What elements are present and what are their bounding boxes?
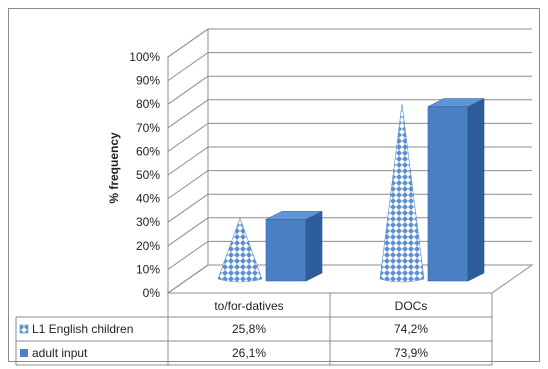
bar-cone bbox=[217, 217, 263, 283]
gridline-side bbox=[167, 170, 209, 200]
series-name: L1 English children bbox=[32, 322, 133, 336]
y-tick-label: 30% bbox=[136, 215, 160, 229]
gridline-side bbox=[167, 193, 209, 223]
data-label: 26,1% bbox=[232, 346, 266, 360]
gridline-side bbox=[167, 28, 209, 58]
gridline-side bbox=[167, 122, 209, 152]
bar-box-top bbox=[427, 98, 485, 107]
bar-box-side bbox=[467, 98, 485, 282]
data-label: 74,2% bbox=[394, 322, 428, 336]
category-label: to/for-datives bbox=[214, 299, 283, 313]
bar-box-top bbox=[265, 211, 323, 220]
y-tick-label: 70% bbox=[136, 121, 160, 135]
y-tick-label: 10% bbox=[136, 262, 160, 276]
y-tick-label: 20% bbox=[136, 239, 160, 253]
bar-box-front bbox=[427, 106, 469, 282]
gridline-side bbox=[167, 52, 209, 82]
data-label: 25,8% bbox=[232, 322, 266, 336]
gridline-side bbox=[167, 99, 209, 129]
y-tick-label: 90% bbox=[136, 74, 160, 88]
y-tick-label: 0% bbox=[143, 286, 161, 300]
gridline-side bbox=[167, 240, 209, 270]
bar-cone bbox=[379, 103, 425, 283]
y-tick-label: 80% bbox=[136, 97, 160, 111]
data-table: to/for-datives DOCs L1 English children 25,… bbox=[15, 292, 493, 366]
gridline-side bbox=[167, 217, 209, 247]
gridline-side bbox=[167, 146, 209, 176]
y-tick-label: 60% bbox=[136, 144, 160, 158]
y-tick-label: 50% bbox=[136, 168, 160, 182]
y-axis-ticks: 0% 10% 20% 30% 40% 50% 60% 70% 80% 90% 100% bbox=[129, 50, 160, 300]
y-tick-label: 40% bbox=[136, 192, 160, 206]
series-name: adult input bbox=[32, 346, 88, 360]
category-label: DOCs bbox=[395, 299, 428, 313]
data-label: 73,9% bbox=[394, 346, 428, 360]
legend-key bbox=[20, 349, 28, 357]
bar-box-side bbox=[305, 210, 323, 282]
y-tick-label: 100% bbox=[129, 50, 160, 64]
y-axis-label: % frequency bbox=[107, 132, 121, 204]
bar-box-front bbox=[265, 219, 307, 282]
gridline-side bbox=[167, 75, 209, 105]
legend-key bbox=[19, 324, 29, 334]
bars bbox=[217, 98, 485, 283]
